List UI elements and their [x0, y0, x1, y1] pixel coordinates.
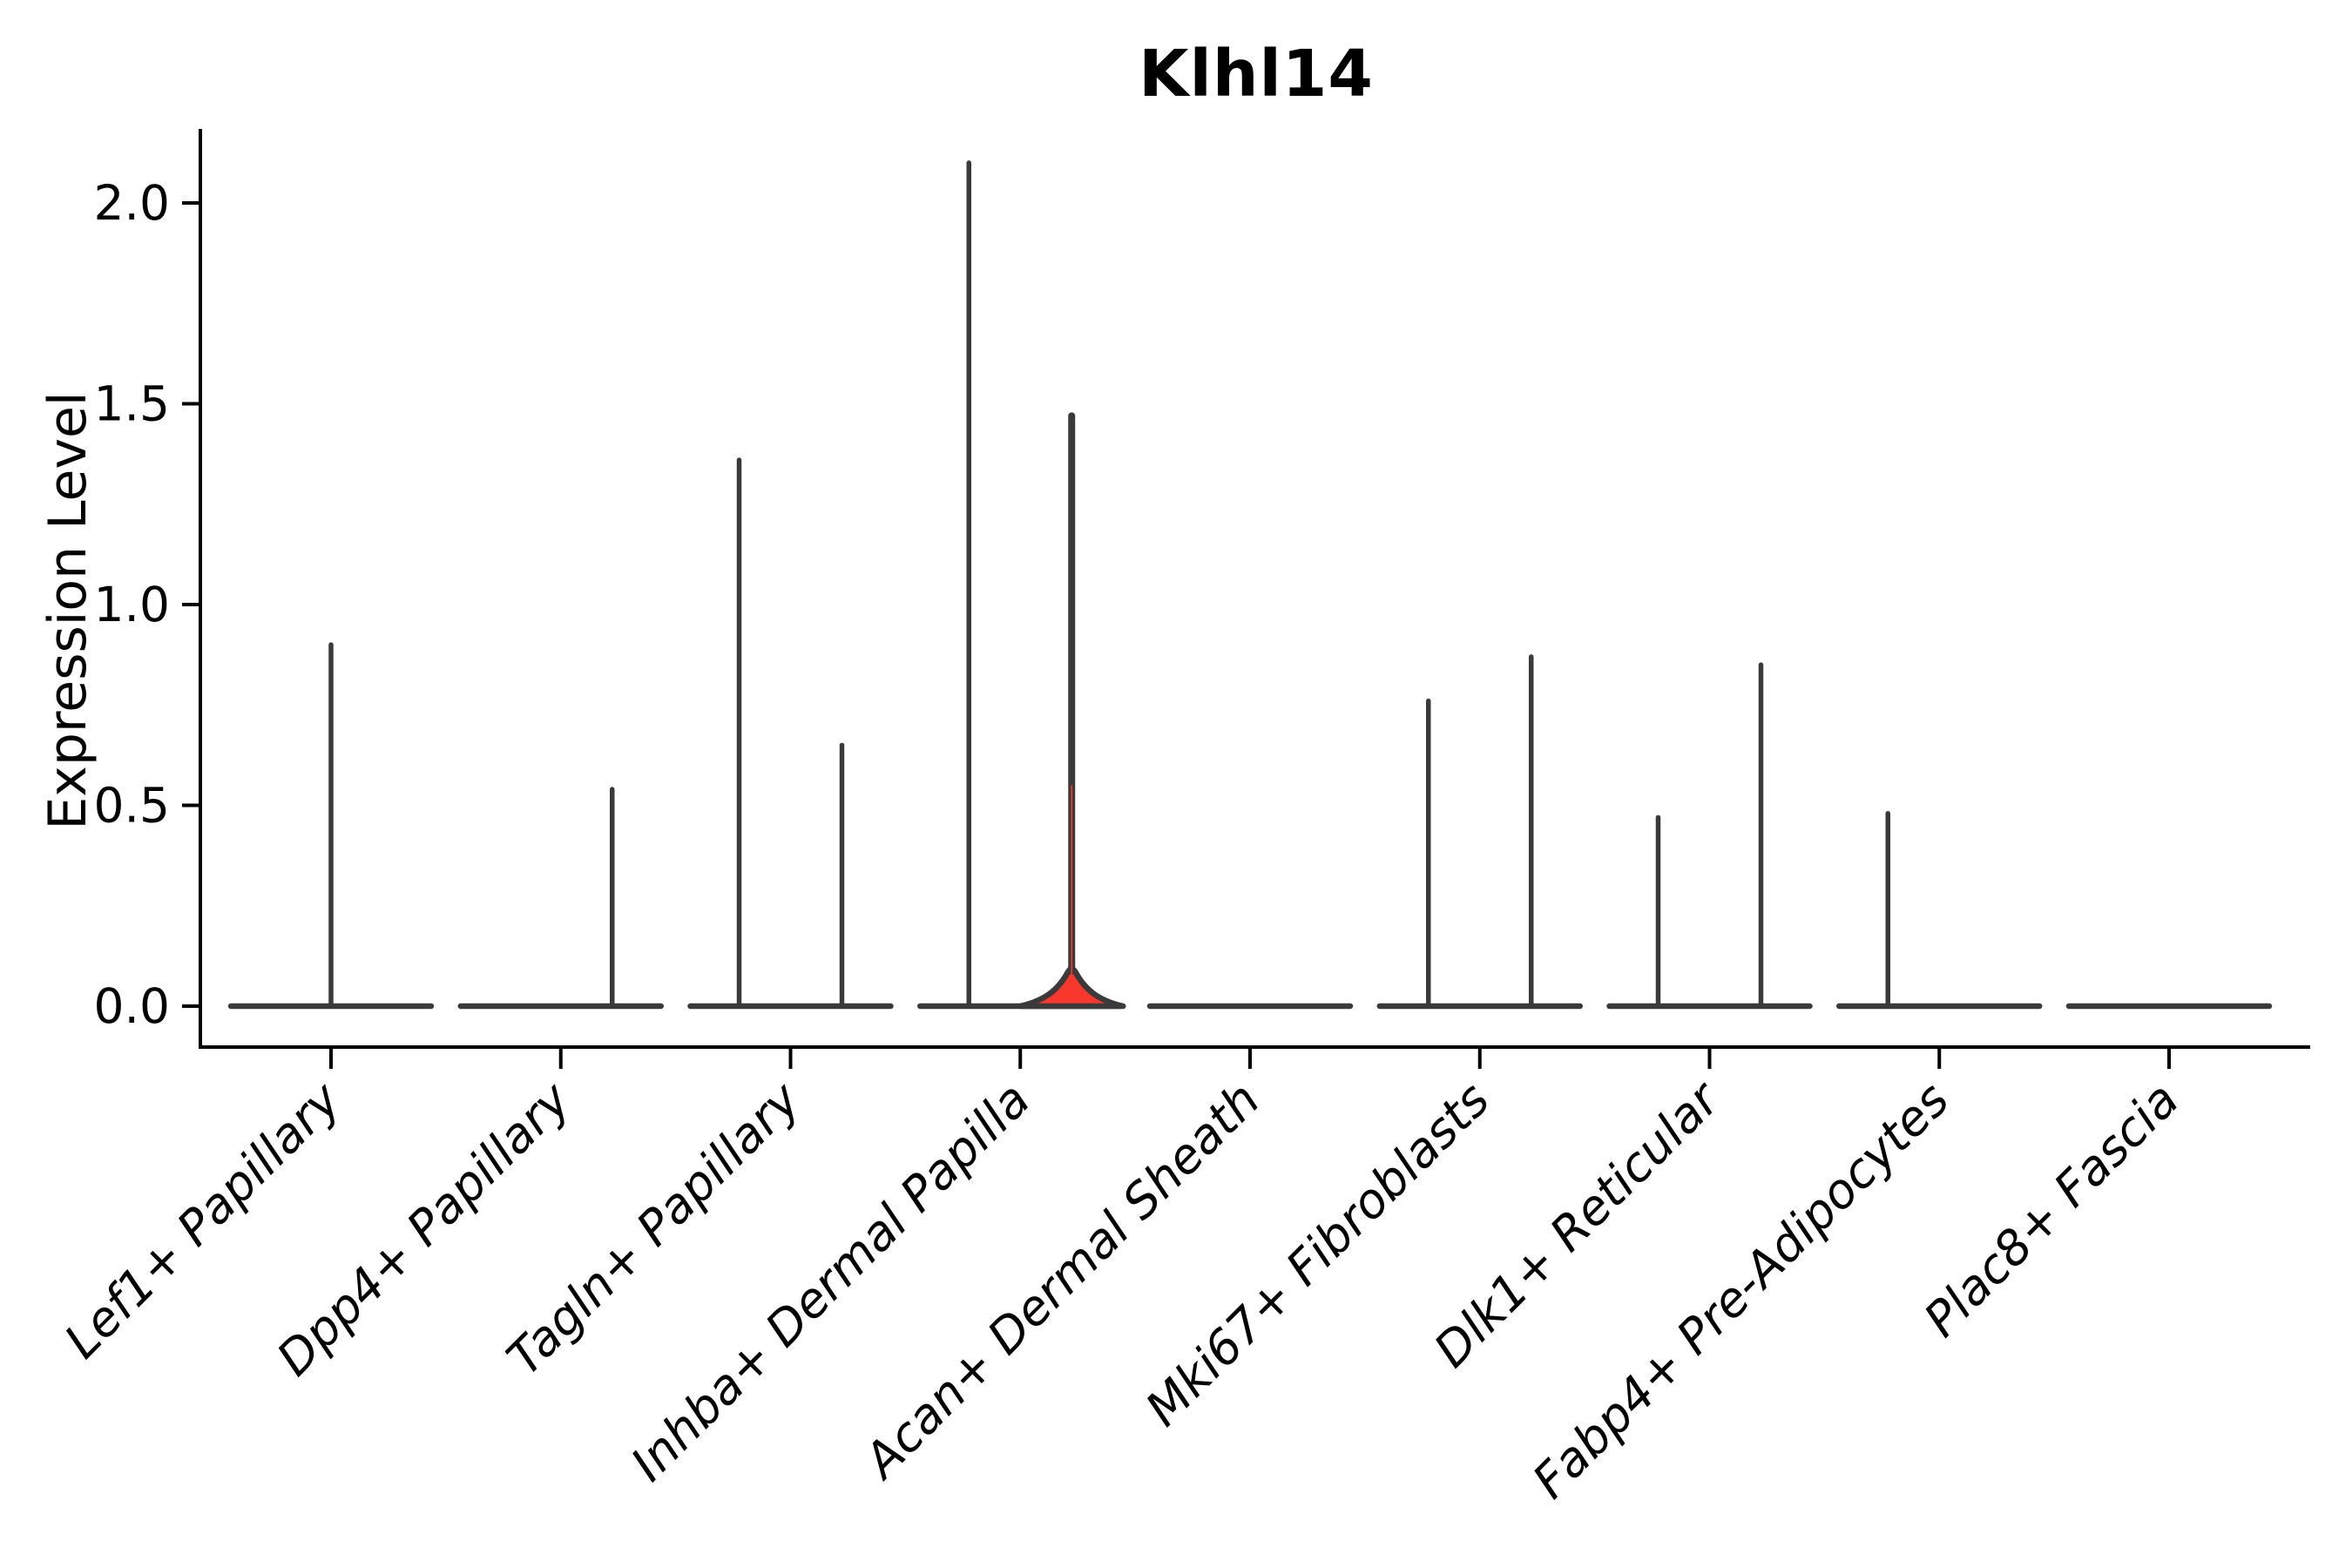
x-category-label: Inhba+ Dermal Papilla — [620, 1071, 1040, 1491]
x-category-label: Fabp4+ Pre-Adipocytes — [1522, 1071, 1959, 1509]
y-tick-label: 0.0 — [94, 978, 170, 1034]
y-tick-label: 1.0 — [94, 577, 170, 632]
y-tick-label: 0.5 — [94, 778, 170, 834]
x-category-label: Acan+ Dermal Sheath — [852, 1071, 1271, 1490]
plot-title: Klhl14 — [1139, 37, 1374, 112]
y-tick-label: 1.5 — [94, 376, 170, 432]
y-tick-label: 2.0 — [94, 175, 170, 231]
